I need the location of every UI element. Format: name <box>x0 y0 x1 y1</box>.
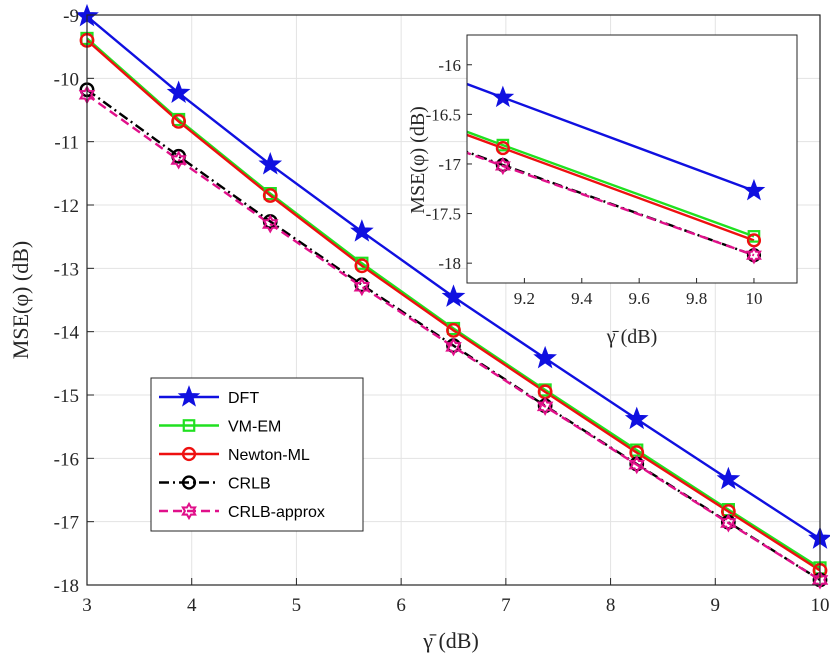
data-point-dft <box>533 345 557 369</box>
inset-data-point-newton-ml <box>495 140 510 156</box>
inset-data-point-dft <box>742 178 766 201</box>
series-line-vm-em <box>87 37 820 569</box>
main-y-tick-label: -16 <box>54 449 79 470</box>
legend-label-dft: DFT <box>228 390 259 407</box>
data-point-crlb-approx <box>170 150 187 170</box>
main-x-tick-label: 3 <box>82 595 92 616</box>
main-x-ticks: 3 4 5 6 7 8 9 10 <box>82 578 830 616</box>
main-axes-box <box>86 14 821 586</box>
legend-marker-crlb-approx <box>181 501 197 521</box>
inset-markers <box>491 85 766 265</box>
main-y-tick-label: -12 <box>54 196 79 217</box>
inset-data-point-crlb-approx <box>494 156 511 176</box>
series-line-newton-ml <box>87 39 820 572</box>
inset-series-line-newton-ml <box>467 133 755 242</box>
main-y-tick-label: -9 <box>63 6 79 27</box>
data-point-newton-ml <box>262 188 278 203</box>
data-point-crlb-approx <box>536 396 554 416</box>
legend-marker-newton-ml <box>181 446 197 462</box>
main-y-tick-label: -13 <box>54 259 79 280</box>
legend: DFT VM-EM Newton-ML CRLB CRLB-approx <box>150 377 364 532</box>
main-x-tick-label: 5 <box>292 595 302 616</box>
inset-background <box>467 35 797 283</box>
main-x-tick-label: 9 <box>711 595 721 616</box>
main-x-tick-label: 4 <box>187 595 197 616</box>
data-point-newton-ml <box>354 258 370 274</box>
data-point-crlb-approx <box>628 455 646 475</box>
inset-x-tick-label: 9.4 <box>571 289 593 308</box>
inset-y-tick-label: -17 <box>438 155 461 174</box>
series-line-crlb <box>87 88 820 581</box>
data-point-dft <box>350 219 374 242</box>
main-x-tick-label: 7 <box>501 595 511 616</box>
inset-x-tick-label: 9.2 <box>514 289 535 308</box>
legend-label-vm-em: VM-EM <box>228 419 281 436</box>
data-point-crlb-approx <box>445 337 462 357</box>
main-y-tick-label: -14 <box>54 323 80 344</box>
inset-data-point-dft <box>491 85 515 108</box>
inset-y-tick-label: -16.5 <box>426 105 461 124</box>
data-point-crlb-approx <box>720 513 737 533</box>
legend-label-crlb-approx: CRLB-approx <box>228 504 325 521</box>
data-point-newton-ml <box>446 322 461 338</box>
main-y-tick-label: -10 <box>54 69 79 90</box>
inset-x-axis-label: γ̄ (dB) <box>606 326 658 348</box>
main-x-axis-label: γ̄ (dB) <box>422 628 479 653</box>
legend-marker-dft <box>177 385 201 407</box>
inset-y-tick-label: -18 <box>438 254 461 273</box>
main-y-tick-label: -17 <box>54 513 79 534</box>
inset-y-tick-label: -17.5 <box>426 205 461 224</box>
inset-series-line-vm-em <box>467 130 755 238</box>
data-point-crlb-approx <box>261 214 279 234</box>
inset-series-line-crlb-approx <box>467 151 755 257</box>
legend-label-newton-ml: Newton-ML <box>228 447 310 464</box>
inset-y-tick-label: -16 <box>438 56 461 75</box>
main-y-axis-label: MSE(φ) (dB) <box>8 241 33 359</box>
data-point-newton-ml <box>171 114 187 129</box>
inset-y-axis-label: MSE(φ) (dB) <box>407 106 429 214</box>
inset-y-ticks: -16 -16.5 -17 -17.5 -18 <box>426 56 472 273</box>
legend-label-crlb: CRLB <box>228 476 271 493</box>
data-point-dft <box>441 284 466 307</box>
inset-x-tick-label: 10 <box>745 289 762 308</box>
legend-marker-vm-em <box>182 419 196 432</box>
data-point-crlb-approx <box>811 570 829 590</box>
main-x-tick-label: 10 <box>811 595 830 616</box>
data-point-dft <box>624 406 649 430</box>
inset-x-tick-label: 9.8 <box>686 289 707 308</box>
data-point-newton-ml <box>720 504 736 519</box>
data-point-crlb-approx <box>353 277 371 297</box>
main-y-ticks: -9 -10 -11 -12 -13 -14 -15 -16 -17 -18 <box>54 6 94 597</box>
inset-axes-box <box>466 34 798 284</box>
data-point-dft <box>716 466 741 490</box>
inset-x-tick-label: 9.6 <box>629 289 650 308</box>
main-x-tick-label: 6 <box>396 595 406 616</box>
main-plot-area <box>87 15 820 581</box>
data-point-dft <box>166 80 191 103</box>
inset-x-ticks: 9.2 9.4 9.6 9.8 10 <box>514 278 762 308</box>
main-y-tick-label: -18 <box>54 576 79 597</box>
main-x-tick-label: 8 <box>606 595 616 616</box>
legend-marker-crlb <box>181 475 197 490</box>
data-point-dft <box>258 152 283 175</box>
inset-data-point-crlb-approx <box>746 246 762 265</box>
series-line-crlb-approx <box>87 93 820 581</box>
main-y-tick-label: -15 <box>54 386 79 407</box>
main-y-tick-label: -11 <box>54 133 79 154</box>
